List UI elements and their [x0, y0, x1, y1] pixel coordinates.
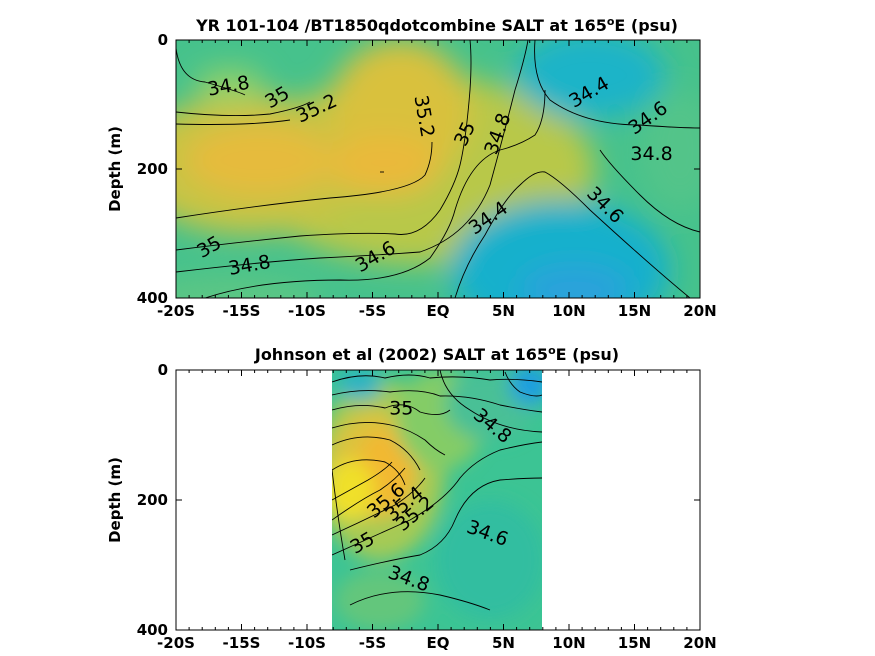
contour-lines-top — [176, 40, 700, 298]
y-tick-label: 0 — [158, 31, 168, 49]
x-tick-label: -20S — [157, 302, 195, 320]
x-tick-label: 20N — [683, 634, 716, 652]
salinity-field-top — [176, 40, 700, 298]
y-tick-label: 400 — [137, 289, 168, 307]
panel-top: -20S -15S -10S -5S EQ 5N 10N 15N 20N 0 200 400 34.8… — [106, 15, 717, 320]
x-tick-label: 15N — [618, 634, 651, 652]
x-tick-label: 20N — [683, 302, 716, 320]
x-tick-label: 5N — [492, 302, 515, 320]
chart-title-bottom: Johnson et al (2002) SALT at 165oE (psu) — [254, 344, 619, 364]
y-axis-label-bottom: Depth (m) — [106, 457, 124, 543]
contour-lines-bottom — [332, 370, 542, 611]
chart-title-top: YR 101-104 /BT1850qdotcombine SALT at 16… — [195, 15, 678, 35]
y-tick-label: 200 — [137, 491, 168, 509]
x-tick-label: EQ — [427, 634, 450, 652]
salinity-field-bottom — [332, 370, 542, 630]
x-tick-label: -15S — [223, 302, 261, 320]
x-tick-label: 5N — [492, 634, 515, 652]
y-tick-label: 400 — [137, 621, 168, 639]
x-tick-label: 10N — [552, 302, 585, 320]
x-tick-label: -10S — [288, 634, 326, 652]
x-tick-label: -10S — [288, 302, 326, 320]
x-tick-label: 10N — [552, 634, 585, 652]
y-tick-label: 0 — [158, 361, 168, 379]
x-tick-label: -20S — [157, 634, 195, 652]
y-tick-label: 200 — [137, 160, 168, 178]
x-tick-label: EQ — [427, 302, 450, 320]
x-tick-label: -5S — [359, 302, 386, 320]
y-axis-label-top: Depth (m) — [106, 126, 124, 212]
ticks-bottom: -20S -15S -10S -5S EQ 5N 10N 15N 20N 0 200 400 — [137, 361, 717, 652]
contour-label: 35 — [389, 398, 413, 420]
contour-label: 34.8 — [630, 143, 672, 165]
x-tick-label: -5S — [359, 634, 386, 652]
x-tick-label: -15S — [223, 634, 261, 652]
x-tick-label: 15N — [618, 302, 651, 320]
ticks-top: -20S -15S -10S -5S EQ 5N 10N 15N 20N 0 200 400 — [137, 31, 717, 320]
